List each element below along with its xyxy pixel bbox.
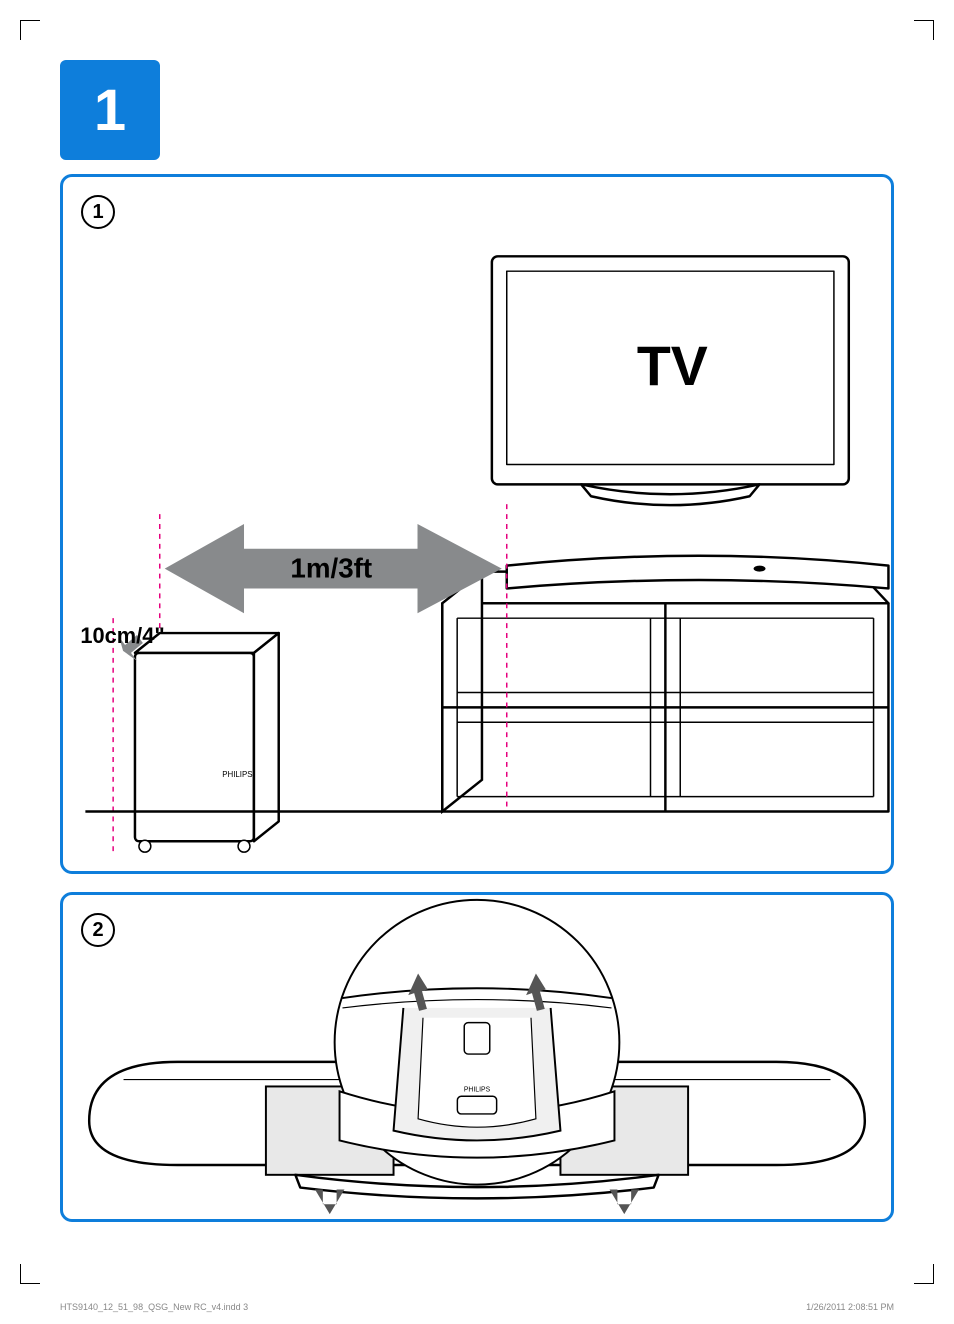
substep-1-number: 1 — [92, 201, 103, 224]
substep-badge-1: 1 — [81, 195, 115, 229]
placement-diagram: TV — [63, 177, 891, 871]
tv-label: TV — [637, 335, 708, 397]
arrow-up-left — [315, 1190, 344, 1215]
brand-small: PHILIPS — [464, 1086, 491, 1093]
substep-badge-2: 2 — [81, 913, 115, 947]
arrow-up-right — [610, 1190, 639, 1215]
step-number: 1 — [94, 77, 126, 144]
tv-icon: TV — [492, 256, 849, 505]
panel-stand-assembly: 2 — [60, 892, 894, 1222]
magnifier-detail: PHILIPS — [335, 900, 620, 1185]
substep-2-number: 2 — [92, 919, 103, 942]
panel-placement: 1 TV — [60, 174, 894, 874]
brand-label: PHILIPS — [222, 770, 252, 779]
footer-timestamp: 1/26/2011 2:08:51 PM — [806, 1302, 894, 1312]
footer-filename: HTS9140_12_51_98_QSG_New RC_v4.indd 3 — [60, 1302, 248, 1312]
page-content: 1 1 TV — [60, 60, 894, 1264]
tv-stand-icon — [442, 572, 888, 812]
subwoofer-icon: PHILIPS — [135, 633, 279, 852]
distance-big-label: 1m/3ft — [290, 553, 372, 584]
step-number-badge: 1 — [60, 60, 160, 160]
distance-small-label: 10cm/4" — [80, 623, 164, 648]
page-footer: HTS9140_12_51_98_QSG_New RC_v4.indd 3 1/… — [60, 1302, 894, 1312]
assembly-diagram: PHILIPS — [63, 895, 891, 1219]
